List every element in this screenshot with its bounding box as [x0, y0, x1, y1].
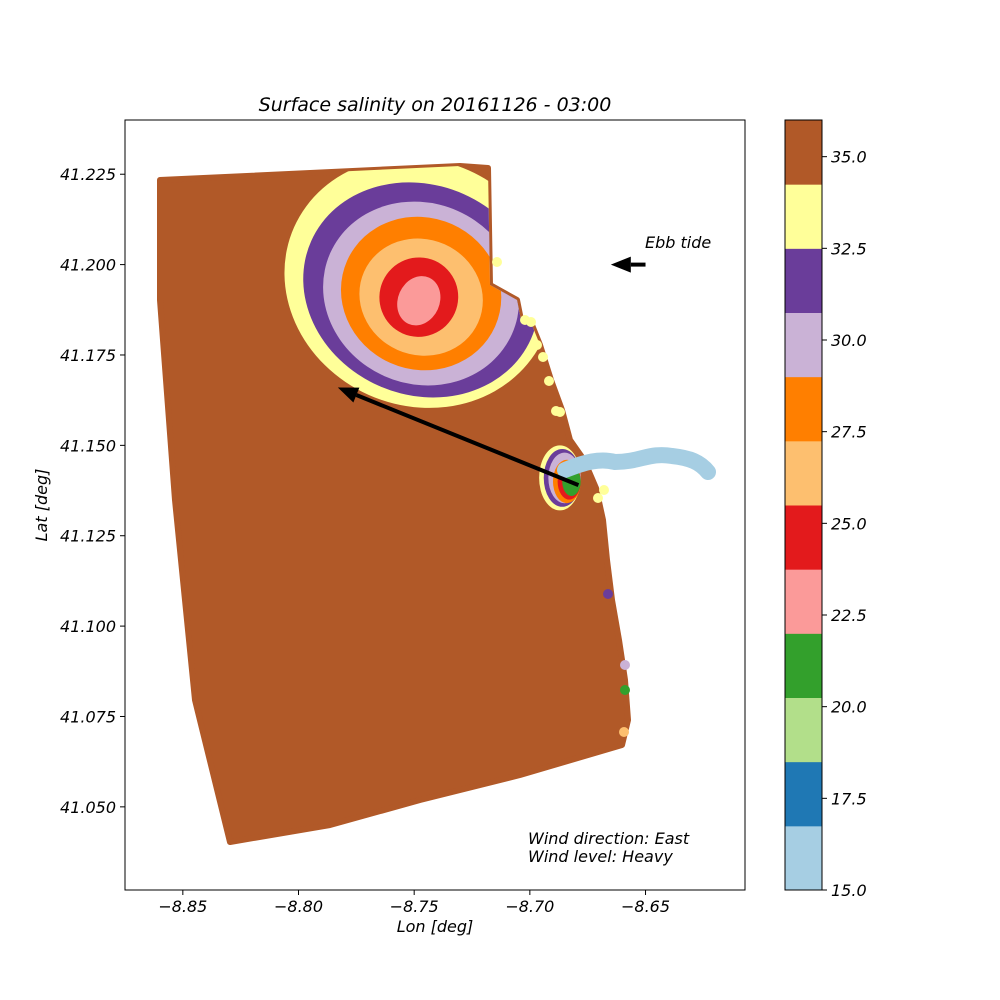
- y-tick-label: 41.050: [60, 798, 116, 817]
- coast-dot-11: [620, 660, 630, 670]
- coast-dot-8: [593, 493, 603, 503]
- colorbar-band-2: [785, 697, 822, 763]
- colorbar-tick-label: 20.0: [831, 698, 867, 717]
- colorbar-tick-label: 25.0: [831, 514, 867, 533]
- tide-label: Ebb tide: [645, 233, 711, 252]
- coast-dot-13: [619, 727, 629, 737]
- coast-dot-2: [526, 317, 536, 327]
- plot-frame: [124, 119, 746, 891]
- colorbar-tick-label: 32.5: [831, 239, 867, 258]
- coast-dot-9: [599, 485, 609, 495]
- colorbar-tick-label: 17.5: [831, 789, 867, 808]
- colorbar-band-7: [785, 376, 822, 442]
- coastal-dots: [492, 257, 630, 737]
- y-tick-label: 41.200: [60, 256, 116, 275]
- colorbar-frame: [784, 119, 823, 891]
- colorbar-band-11: [785, 120, 822, 185]
- coast-dot-7: [555, 407, 565, 417]
- y-tick-label: 41.175: [60, 346, 116, 365]
- coast-dot-3: [532, 340, 542, 350]
- coast-dot-10: [603, 589, 613, 599]
- river-channel: [557, 447, 716, 480]
- x-tick-label: −8.65: [621, 897, 670, 916]
- colorbar-ticks: 15.0 17.5 20.0 22.5 25.0 27.5 30.0 32.5 35.0: [822, 148, 867, 900]
- colorbar-band-3: [785, 633, 822, 698]
- arrows: [337, 256, 646, 487]
- colorbar: [784, 119, 823, 891]
- plume-level-6: [397, 276, 441, 326]
- coast-dot-0: [492, 257, 502, 267]
- river-plume: [284, 166, 554, 408]
- x-axis-label: Lon [deg]: [397, 917, 474, 936]
- wind-arrow-head: [337, 387, 360, 403]
- colorbar-band-10: [785, 184, 822, 249]
- colorbar-tick-label: 35.0: [831, 148, 867, 167]
- colorbar-band-4: [785, 569, 822, 634]
- plot-area: [157, 163, 716, 845]
- x-tick-label: −8.85: [158, 897, 207, 916]
- coast-dot-4: [538, 352, 548, 362]
- colorbar-band-8: [785, 312, 822, 378]
- coast-dot-12: [620, 685, 630, 695]
- colorbar-band-0: [785, 825, 822, 891]
- colorbar-tick-label: 15.0: [831, 881, 867, 900]
- colorbar-band-6: [785, 440, 822, 506]
- wind-level-label: Wind level: Heavy: [528, 847, 673, 866]
- y-tick-label: 41.100: [60, 617, 116, 636]
- y-tick-label: 41.150: [60, 436, 116, 455]
- colorbar-tick-label: 30.0: [831, 331, 867, 350]
- chart-title: Surface salinity on 20161126 - 03:00: [259, 94, 612, 116]
- y-tick-label: 41.225: [60, 165, 116, 184]
- colorbar-band-1: [785, 761, 822, 827]
- colorbar-band-5: [785, 505, 822, 570]
- colorbar-tick-label: 22.5: [831, 606, 867, 625]
- y-axis-ticks: 41.050 41.075 41.100 41.125 41.150 41.175 41.2…: [60, 165, 125, 817]
- wind-direction-label: Wind direction: East: [528, 829, 690, 848]
- x-tick-label: −8.75: [390, 897, 439, 916]
- colorbar-tick-label: 27.5: [831, 423, 867, 442]
- y-tick-label: 41.125: [60, 527, 116, 546]
- x-axis-ticks: −8.85 −8.80 −8.75 −8.70 −8.65: [158, 890, 670, 916]
- x-tick-label: −8.80: [274, 897, 323, 916]
- tide-arrow-head: [610, 256, 631, 273]
- colorbar-band-9: [785, 248, 822, 313]
- wind-arrow-shaft: [355, 393, 580, 487]
- coast-dot-5: [544, 376, 554, 386]
- x-tick-label: −8.70: [505, 897, 554, 916]
- y-tick-label: 41.075: [60, 707, 116, 726]
- y-axis-label: Lat [deg]: [32, 469, 51, 542]
